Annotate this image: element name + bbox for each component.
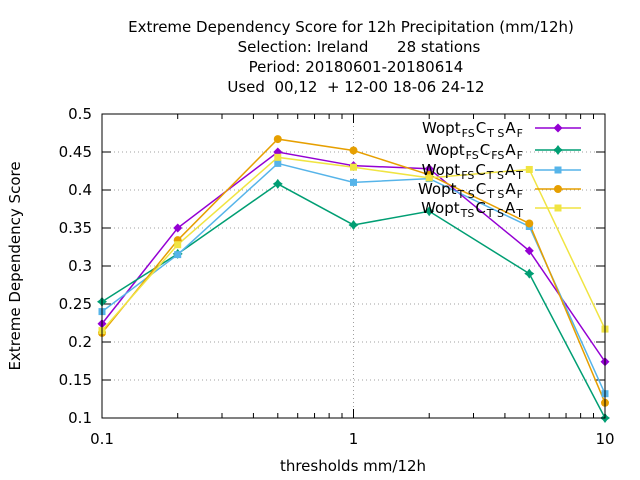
y-tick-label: 0.4	[68, 181, 92, 199]
y-tick-label: 0.3	[68, 257, 92, 275]
data-point-series-2	[272, 178, 283, 189]
data-point-series-5	[425, 174, 433, 182]
data-point-series-3	[350, 178, 357, 186]
data-point-series-3	[274, 159, 282, 167]
plot-border	[101, 113, 606, 419]
data-point-series-5	[350, 163, 357, 171]
legend-label-1: WoptFSCT SAF	[422, 119, 523, 140]
legend-label-4: WoptT SCT SAF	[418, 180, 523, 201]
x-tick-label: 1	[349, 430, 359, 448]
data-point-series-4	[273, 135, 282, 144]
y-tick-label: 0.1	[68, 409, 92, 427]
chart-title-line-2: Selection: Ireland 28 stations	[238, 38, 481, 56]
data-point-series-5	[274, 153, 282, 161]
chart-title-line-3: Period: 20180601-20180614	[249, 58, 464, 76]
data-point-series-2	[348, 219, 359, 230]
legend-marker-2	[553, 145, 563, 155]
chart-title: Extreme Dependency Score for 12h Precipi…	[128, 18, 574, 96]
data-point-series-2	[524, 268, 535, 279]
y-tick-label: 0.15	[59, 371, 92, 389]
x-tick-label: 10	[595, 430, 614, 448]
data-point-series-1	[524, 246, 534, 256]
legend-marker-1	[553, 123, 563, 133]
data-point-series-1	[173, 223, 183, 233]
y-tick-label: 0.45	[59, 143, 92, 161]
legend-label-3: WoptFSCT SAT	[422, 161, 524, 182]
x-axis-label: thresholds mm/12h	[280, 457, 426, 475]
data-point-series-2	[424, 206, 435, 217]
data-point-series-3	[174, 251, 182, 259]
data-point-series-4	[525, 219, 534, 228]
y-tick-label: 0.5	[68, 105, 92, 123]
y-tick-label: 0.35	[59, 219, 92, 237]
legend-label-5: WoptTSCT SAT	[421, 199, 523, 220]
axis-ticks: 0.1 0.15 0.2 0.25 0.3 0.35 0.4 0.45 0.5 0.1 1 10	[59, 105, 615, 448]
data-point-series-4	[349, 146, 358, 155]
y-tick-label: 0.2	[68, 333, 92, 351]
chart-title-line-4: Used 00,12 + 12-00 18-06 24-12	[227, 78, 484, 96]
grid	[102, 114, 605, 418]
legend-marker-3	[554, 166, 562, 174]
y-axis-label: Extreme Dependency Score	[6, 161, 24, 370]
x-tick-label: 0.1	[90, 430, 114, 448]
legend-marker-4	[554, 185, 562, 193]
data-point-series-1	[424, 164, 434, 174]
data-point-series-5	[525, 165, 533, 173]
legend-marker-5	[554, 204, 562, 212]
chart-title-line-1: Extreme Dependency Score for 12h Precipi…	[128, 18, 574, 36]
y-tick-label: 0.25	[59, 295, 92, 313]
legend-label-2: WoptFSCFSAF	[426, 141, 523, 162]
data-point-series-5	[174, 241, 182, 249]
